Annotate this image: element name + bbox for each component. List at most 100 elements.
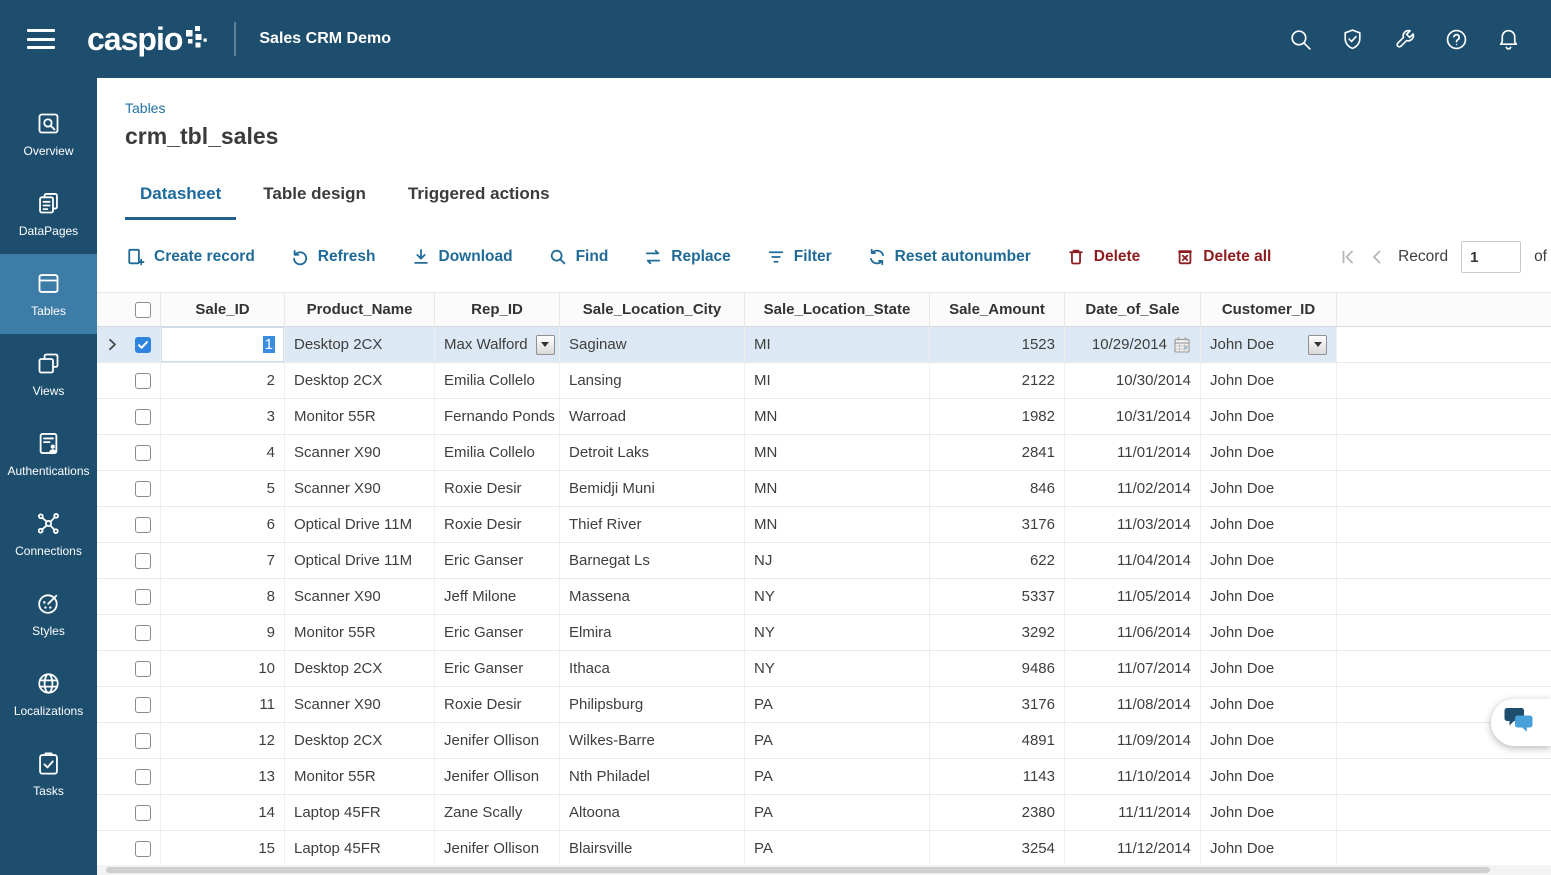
cell-city[interactable]: Thief River: [560, 507, 745, 543]
cell-date[interactable]: 10/30/2014: [1065, 363, 1201, 399]
header-select-all-cell[interactable]: [125, 293, 161, 326]
cell-rep_id[interactable]: Emilia Collelo: [435, 435, 560, 471]
cell-sale_id[interactable]: 4: [161, 435, 285, 471]
cell-sale_id[interactable]: 11: [161, 687, 285, 723]
select-all-checkbox[interactable]: [135, 302, 151, 318]
cell-customer_id[interactable]: John Doe: [1201, 615, 1337, 651]
cell-product_name[interactable]: Optical Drive 11M: [285, 507, 435, 543]
row-checkbox[interactable]: [135, 337, 151, 353]
cell-state[interactable]: MN: [745, 471, 930, 507]
cell-state[interactable]: MN: [745, 399, 930, 435]
cell-city[interactable]: Warroad: [560, 399, 745, 435]
cell-customer_id[interactable]: John Doe: [1201, 723, 1337, 759]
cell-city[interactable]: Massena: [560, 579, 745, 615]
cell-state[interactable]: MN: [745, 507, 930, 543]
cell-rep_id[interactable]: Eric Ganser: [435, 615, 560, 651]
dropdown-button[interactable]: [536, 335, 555, 355]
column-header-amount[interactable]: Sale_Amount: [930, 293, 1065, 326]
cell-date[interactable]: 11/12/2014: [1065, 831, 1201, 867]
cell-customer_id[interactable]: John Doe: [1201, 831, 1337, 867]
cell-rep_id[interactable]: Eric Ganser: [435, 543, 560, 579]
sidebar-item-tables[interactable]: Tables: [0, 254, 97, 334]
replace-button[interactable]: Replace: [644, 248, 730, 266]
cell-product_name[interactable]: Monitor 55R: [285, 399, 435, 435]
first-record-button[interactable]: [1340, 249, 1356, 265]
cell-sale_id[interactable]: 13: [161, 759, 285, 795]
cell-rep_id[interactable]: Jenifer Ollison: [435, 723, 560, 759]
row-checkbox[interactable]: [135, 769, 151, 785]
cell-state[interactable]: MN: [745, 435, 930, 471]
horizontal-scrollbar[interactable]: [97, 865, 1551, 875]
cell-state[interactable]: PA: [745, 723, 930, 759]
cell-customer_id[interactable]: John Doe: [1201, 507, 1337, 543]
cell-amount[interactable]: 622: [930, 543, 1065, 579]
row-checkbox[interactable]: [135, 805, 151, 821]
cell-sale_id[interactable]: 14: [161, 795, 285, 831]
cell-amount[interactable]: 2841: [930, 435, 1065, 471]
cell-city[interactable]: Elmira: [560, 615, 745, 651]
cell-date[interactable]: 11/04/2014: [1065, 543, 1201, 579]
cell-rep_id[interactable]: Eric Ganser: [435, 651, 560, 687]
cell-rep_id[interactable]: Roxie Desir: [435, 687, 560, 723]
cell-product_name[interactable]: Monitor 55R: [285, 615, 435, 651]
cell-date[interactable]: 11/09/2014: [1065, 723, 1201, 759]
cell-customer_id[interactable]: John Doe: [1201, 435, 1337, 471]
cell-state[interactable]: NY: [745, 615, 930, 651]
row-checkbox[interactable]: [135, 373, 151, 389]
chat-widget-button[interactable]: [1491, 699, 1551, 746]
row-checkbox[interactable]: [135, 841, 151, 857]
cell-sale_id[interactable]: 7: [161, 543, 285, 579]
cell-product_name[interactable]: Desktop 2CX: [285, 363, 435, 399]
cell-rep_id[interactable]: Jenifer Ollison: [435, 831, 560, 867]
cell-customer_id[interactable]: John Doe: [1201, 759, 1337, 795]
delete-all-button[interactable]: Delete all: [1176, 248, 1271, 266]
cell-city[interactable]: Saginaw: [560, 327, 745, 363]
tab-table-design[interactable]: Table design: [248, 175, 381, 220]
cell-state[interactable]: MI: [745, 363, 930, 399]
cell-customer_id[interactable]: John Doe: [1201, 651, 1337, 687]
cell-rep_id[interactable]: Roxie Desir: [435, 507, 560, 543]
cell-customer_id[interactable]: John Doe: [1201, 471, 1337, 507]
cell-date[interactable]: 11/07/2014: [1065, 651, 1201, 687]
row-checkbox[interactable]: [135, 481, 151, 497]
cell-date[interactable]: 11/11/2014: [1065, 795, 1201, 831]
column-header-date[interactable]: Date_of_Sale: [1065, 293, 1201, 326]
cell-rep_id[interactable]: Emilia Collelo: [435, 363, 560, 399]
cell-amount[interactable]: 2380: [930, 795, 1065, 831]
cell-city[interactable]: Ithaca: [560, 651, 745, 687]
row-checkbox[interactable]: [135, 589, 151, 605]
breadcrumb[interactable]: Tables: [125, 100, 165, 116]
cell-city[interactable]: Lansing: [560, 363, 745, 399]
cell-state[interactable]: NY: [745, 651, 930, 687]
cell-product_name[interactable]: Optical Drive 11M: [285, 543, 435, 579]
cell-amount[interactable]: 5337: [930, 579, 1065, 615]
filter-button[interactable]: Filter: [767, 248, 832, 266]
cell-product_name[interactable]: Desktop 2CX: [285, 651, 435, 687]
cell-product_name[interactable]: Monitor 55R: [285, 759, 435, 795]
sidebar-item-styles[interactable]: Styles: [0, 574, 97, 654]
cell-city[interactable]: Detroit Laks: [560, 435, 745, 471]
cell-customer_id[interactable]: John Doe: [1201, 579, 1337, 615]
calendar-icon[interactable]: [1173, 336, 1191, 354]
cell-sale_id[interactable]: 10: [161, 651, 285, 687]
cell-product_name[interactable]: Scanner X90: [285, 435, 435, 471]
sidebar-item-localizations[interactable]: Localizations: [0, 654, 97, 734]
cell-date[interactable]: 11/03/2014: [1065, 507, 1201, 543]
find-button[interactable]: Find: [549, 248, 609, 266]
cell-date[interactable]: 11/02/2014: [1065, 471, 1201, 507]
record-number-input[interactable]: [1461, 241, 1521, 273]
row-checkbox[interactable]: [135, 661, 151, 677]
horizontal-scrollbar-thumb[interactable]: [106, 867, 1490, 873]
previous-record-button[interactable]: [1369, 249, 1385, 265]
cell-product_name[interactable]: Scanner X90: [285, 687, 435, 723]
refresh-button[interactable]: Refresh: [291, 248, 376, 266]
cell-date[interactable]: 11/10/2014: [1065, 759, 1201, 795]
cell-amount[interactable]: 3176: [930, 687, 1065, 723]
cell-sale_id[interactable]: 6: [161, 507, 285, 543]
row-checkbox[interactable]: [135, 733, 151, 749]
cell-product_name[interactable]: Laptop 45FR: [285, 831, 435, 867]
cell-amount[interactable]: 3176: [930, 507, 1065, 543]
cell-customer_id[interactable]: John Doe: [1201, 327, 1337, 363]
cell-rep_id[interactable]: Zane Scally: [435, 795, 560, 831]
column-header-city[interactable]: Sale_Location_City: [560, 293, 745, 326]
